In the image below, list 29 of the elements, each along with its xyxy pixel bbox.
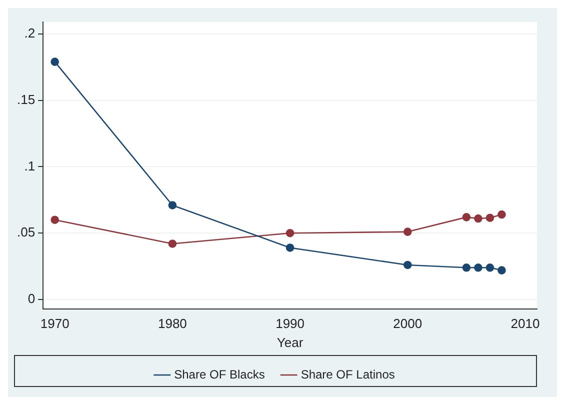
point	[498, 266, 506, 274]
x-tick-label: 2000	[393, 316, 422, 332]
y-tick-label: .05	[16, 224, 36, 240]
point	[474, 214, 482, 223]
y-tick-label: .15	[16, 92, 36, 107]
x-tick-label: 1990	[276, 316, 304, 332]
y-tick-label: 0	[28, 291, 36, 306]
legend-label: Share OF Blacks	[174, 367, 265, 382]
point	[286, 244, 294, 252]
point	[168, 201, 177, 210]
point	[50, 216, 59, 224]
point	[168, 240, 177, 248]
y-tick-label: .1	[24, 158, 36, 174]
point	[462, 213, 471, 222]
point	[498, 210, 506, 219]
point	[462, 263, 471, 272]
point	[403, 260, 412, 270]
point	[474, 263, 482, 272]
point	[403, 228, 412, 236]
x-axis-title: Year	[276, 334, 304, 350]
point	[50, 58, 59, 66]
x-tick-label: 1970	[40, 316, 70, 332]
point	[286, 228, 294, 238]
x-tick-label: 1980	[158, 316, 187, 332]
point	[486, 214, 494, 222]
point	[486, 263, 494, 272]
y-tick-label: .2	[24, 26, 36, 41]
legend-label: Share OF Latinos	[300, 367, 395, 382]
x-tick-label: 2010	[510, 316, 540, 332]
